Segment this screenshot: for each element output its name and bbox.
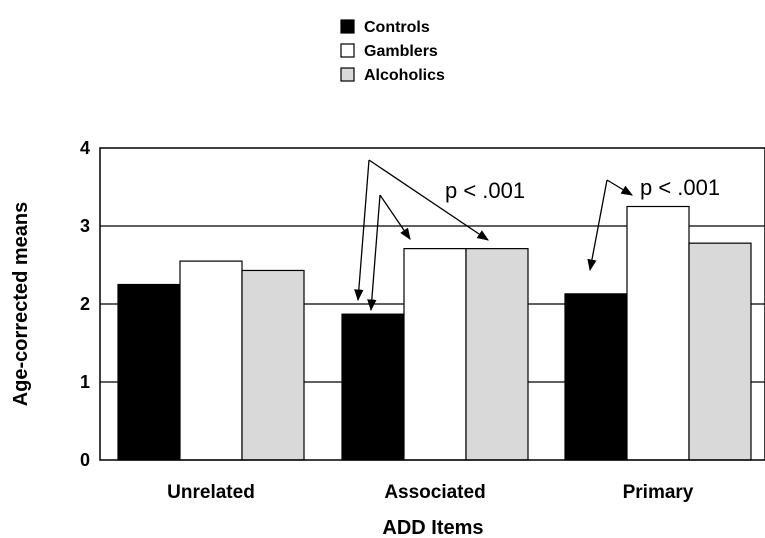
y-tick-label: 3: [80, 216, 90, 236]
y-tick-label: 4: [80, 138, 90, 158]
category-label-primary: Primary: [623, 482, 694, 503]
category-label-unrelated: Unrelated: [167, 482, 255, 503]
x-axis-title: ADD Items: [382, 517, 483, 538]
legend-swatch-alcoholics: [340, 67, 355, 82]
y-tick-label: 2: [80, 294, 90, 314]
bar-primary-gamblers: [626, 205, 690, 461]
bar-associated-gamblers: [403, 248, 467, 461]
bar-primary-controls: [564, 293, 628, 461]
significance-arrows: [354, 159, 634, 312]
arrow-associated-gamblers: [379, 194, 411, 240]
arrow-primary-controls: [587, 179, 608, 272]
arrow-primary-gamblers: [606, 179, 634, 196]
legend-label-alcoholics: Alcoholics: [364, 67, 445, 84]
bar-associated-alcoholics: [465, 248, 529, 461]
legend-label-gamblers: Gamblers: [364, 43, 438, 60]
plot-frame: [99, 147, 765, 461]
legend: Controls Gamblers Alcoholics: [340, 19, 445, 84]
y-tick-label: 1: [80, 372, 90, 392]
bar-unrelated-alcoholics: [241, 269, 305, 461]
legend-swatch-controls: [340, 19, 355, 34]
bar-unrelated-controls: [117, 283, 181, 461]
bar-primary-alcoholics: [688, 242, 752, 461]
y-tick-labels: 0 1 2 3 4: [80, 138, 90, 470]
bar-unrelated-gamblers: [179, 260, 243, 461]
legend-swatch-gamblers: [340, 43, 355, 58]
arrow-associated-controls-outer: [354, 159, 370, 302]
p-value-annotation-primary: p < .001: [640, 175, 720, 200]
arrow-associated-controls-inner: [367, 194, 381, 312]
arrow-associated-alcoholics: [368, 159, 489, 241]
legend-label-controls: Controls: [364, 19, 430, 36]
y-axis-title: Age-corrected means: [10, 202, 32, 407]
y-tick-label: 0: [80, 450, 90, 470]
bars: [117, 205, 752, 461]
category-label-associated: Associated: [384, 482, 485, 503]
p-value-annotation-associated: p < .001: [445, 178, 525, 203]
bar-associated-controls: [341, 313, 405, 461]
